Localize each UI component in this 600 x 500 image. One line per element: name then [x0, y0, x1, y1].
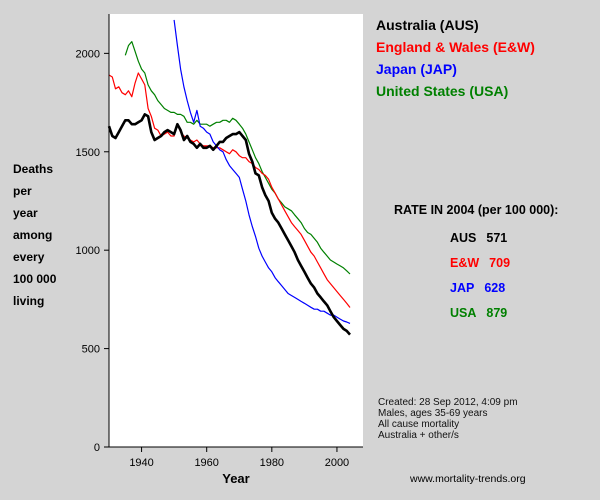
rate-row-jap: JAP 628 — [450, 281, 505, 295]
rate-value: 628 — [484, 281, 506, 295]
legend-entry-ew: England & Wales (E&W) — [376, 39, 535, 55]
plot-area — [109, 14, 363, 447]
rate-label: USA — [450, 306, 477, 320]
rate-value: 879 — [486, 306, 508, 320]
y-tick-label: 1000 — [76, 245, 100, 257]
note-created: Created: 28 Sep 2012, 4:09 pm — [378, 397, 518, 408]
rate-row-aus: AUS 571 — [450, 231, 507, 245]
x-tick-label: 1960 — [194, 457, 218, 469]
note-population: Males, ages 35-69 years — [378, 408, 488, 419]
rate-label: JAP — [450, 281, 475, 295]
legend: Australia (AUS) England & Wales (E&W) Ja… — [376, 14, 535, 102]
rate-row-ew: E&W 709 — [450, 256, 510, 270]
series-line-ew — [108, 72, 351, 308]
rate-value: 709 — [489, 256, 511, 270]
y-axis-label-line: 100 000 — [13, 272, 57, 286]
series-line-jap — [173, 19, 351, 324]
y-axis-label-line: year — [13, 206, 38, 220]
rate-value: 571 — [486, 231, 508, 245]
y-axis-label-line: living — [13, 294, 45, 308]
x-axis-label: Year — [222, 471, 249, 486]
rate-label: E&W — [450, 256, 480, 270]
y-tick-label: 0 — [94, 442, 100, 454]
legend-entry-usa: United States (USA) — [376, 83, 509, 99]
rate-label: AUS — [450, 231, 477, 245]
y-axis-label-line: per — [13, 184, 32, 198]
y-tick-label: 1500 — [76, 147, 100, 159]
rate-title: RATE IN 2004 (per 100 000): — [394, 203, 559, 217]
x-tick-label: 2000 — [325, 457, 349, 469]
x-tick-label: 1940 — [129, 457, 153, 469]
y-axis-label: Deaths per year among every 100 000 livi… — [13, 158, 83, 312]
series-line-aus — [107, 113, 351, 336]
note-cause: All cause mortality — [378, 419, 460, 430]
legend-entry-jap: Japan (JAP) — [376, 61, 457, 77]
website-link[interactable]: www.mortality-trends.org — [410, 473, 526, 485]
legend-entry-aus: Australia (AUS) — [376, 17, 479, 33]
y-axis-label-line: every — [13, 250, 45, 264]
y-axis-label-line: Deaths — [13, 162, 54, 176]
note-region: Australia + other/s — [378, 430, 459, 441]
y-tick-label: 500 — [82, 344, 100, 356]
chart-notes: Created: 28 Sep 2012, 4:09 pm Males, age… — [378, 397, 518, 441]
rate-row-usa: USA 879 — [450, 306, 507, 320]
x-tick-label: 1980 — [260, 457, 284, 469]
y-axis-label-line: among — [13, 228, 53, 242]
y-tick-label: 2000 — [76, 48, 100, 60]
series-line-usa — [124, 40, 351, 275]
